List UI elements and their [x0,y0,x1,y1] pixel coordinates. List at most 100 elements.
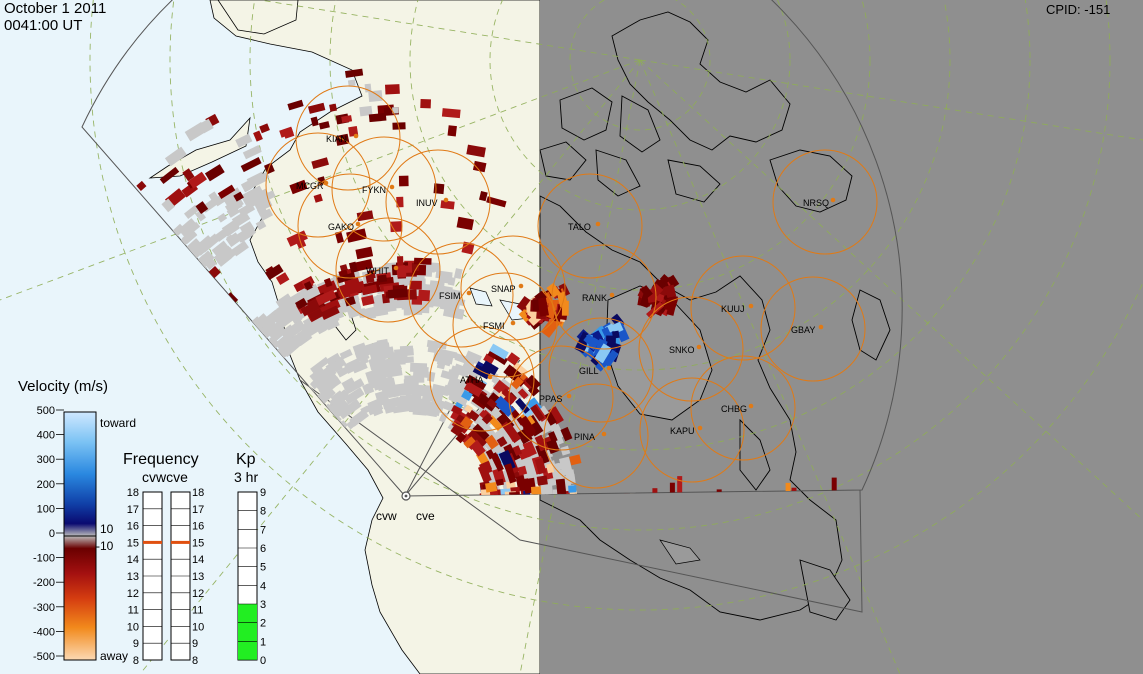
station-label-mcgr[interactable]: MCGR [296,181,324,191]
station-label-rank[interactable]: RANK [582,293,607,303]
echo-cell [471,377,487,391]
echo-cell [438,411,449,423]
echo-cell [136,180,147,191]
echo-cell [666,274,680,289]
echo-cell [451,405,463,416]
echo-cell [188,171,208,189]
velocity-tick-label: 200 [37,479,55,491]
echo-cell [397,356,406,365]
station-dot-ppas [566,393,572,399]
echo-cell [240,157,262,173]
echo-cell [289,179,308,195]
kp-title: Kp [236,451,256,468]
kp-tick-label: 7 [260,524,266,536]
echo-cell [377,274,388,283]
station-fov-gill [548,317,654,423]
echo-cell [178,218,199,238]
station-label-snap[interactable]: SNAP [491,284,516,294]
station-label-snko[interactable]: SNKO [669,345,695,355]
echo-cell [503,422,522,444]
station-label-kuuj[interactable]: KUUJ [721,304,745,314]
echo-cell [198,118,214,134]
echo-cell [346,228,367,243]
station-label-gako[interactable]: GAKO [328,222,354,232]
echo-cell [441,349,454,360]
station-label-kapu[interactable]: KAPU [670,426,695,436]
echo-cell [537,297,550,317]
station-label-pina[interactable]: PINA [574,432,595,442]
station-label-inuv[interactable]: INUV [416,198,438,208]
echo-cell [336,364,353,378]
echo-cell [539,424,553,435]
freq-tick-label: 15 [127,537,139,549]
echo-cell [558,283,571,297]
echo-cell [217,184,236,200]
echo-cell [446,368,460,380]
station-label-gbay[interactable]: GBAY [791,325,815,335]
station-label-gill[interactable]: GILL [579,366,599,376]
echo-cell [496,436,508,448]
echo-cell [235,133,253,148]
echo-cell [317,280,338,297]
station-label-nrsq[interactable]: NRSQ [803,198,829,208]
echo-cell [276,335,293,352]
echo-cell [299,316,322,336]
station-circles [265,85,878,489]
echo-cell [605,335,616,350]
station-fov-kapu [639,377,745,483]
echo-cell [159,166,180,185]
station-label-atha[interactable]: ATHA [460,375,483,385]
echo-cell [226,205,240,218]
echo-cell [318,121,330,130]
echo-cell [286,319,307,338]
station-fov-nrsq [772,149,878,255]
echo-cell [255,219,267,231]
echo-cell [650,283,664,297]
echo-cell [315,289,337,306]
threshold-pos-label: 10 [100,522,114,536]
freq-tick-label: 8 [192,655,198,667]
freq-tick-label: 18 [127,487,139,499]
echo-cell [485,482,498,493]
echo-cell [390,221,403,233]
echo-cell [525,374,541,391]
echo-cell [361,284,378,295]
station-label-fykn[interactable]: FYKN [362,185,386,195]
echo-cell [548,299,559,311]
echo-cell [556,291,568,308]
echo-cell [517,465,528,476]
station-dot-mcgr [323,180,329,186]
echo-cell [308,308,324,322]
station-dot-gill [606,365,612,371]
echo-cell [323,277,333,288]
freq-tick-label: 14 [127,554,139,566]
echo-cell [216,247,236,266]
echo-cell [382,400,392,410]
echo-cell [279,126,294,138]
station-fov-pina [543,383,649,489]
station-label-fsim[interactable]: FSIM [439,291,461,301]
echo-cell [330,390,345,404]
echo-cell [483,425,500,443]
velocity-legend: 500 400 300 200 100 0 -100 -200 -300 -400 -500 [33,405,97,663]
echo-layer [129,68,865,497]
station-label-chbg[interactable]: CHBG [721,404,747,414]
echo-cell [396,196,404,208]
station-label-whit[interactable]: WHIT [366,266,389,276]
echo-cell [397,256,404,266]
freq-marker-cvw [143,540,162,544]
velocity-tick-label: -400 [33,626,55,638]
station-label-fsmi[interactable]: FSMI [483,321,505,331]
echo-cell [339,348,353,360]
station-label-kian[interactable]: KIAN [326,134,347,144]
toward-label: toward [100,416,137,430]
echo-cell [161,198,175,213]
echo-cell [398,175,409,187]
echo-cell [348,261,358,274]
station-dot-gbay [818,324,824,330]
date-label: October 1 2011 [4,0,107,17]
station-label-talo[interactable]: TALO [568,222,591,232]
station-label-ppas[interactable]: PPAS [539,394,562,404]
